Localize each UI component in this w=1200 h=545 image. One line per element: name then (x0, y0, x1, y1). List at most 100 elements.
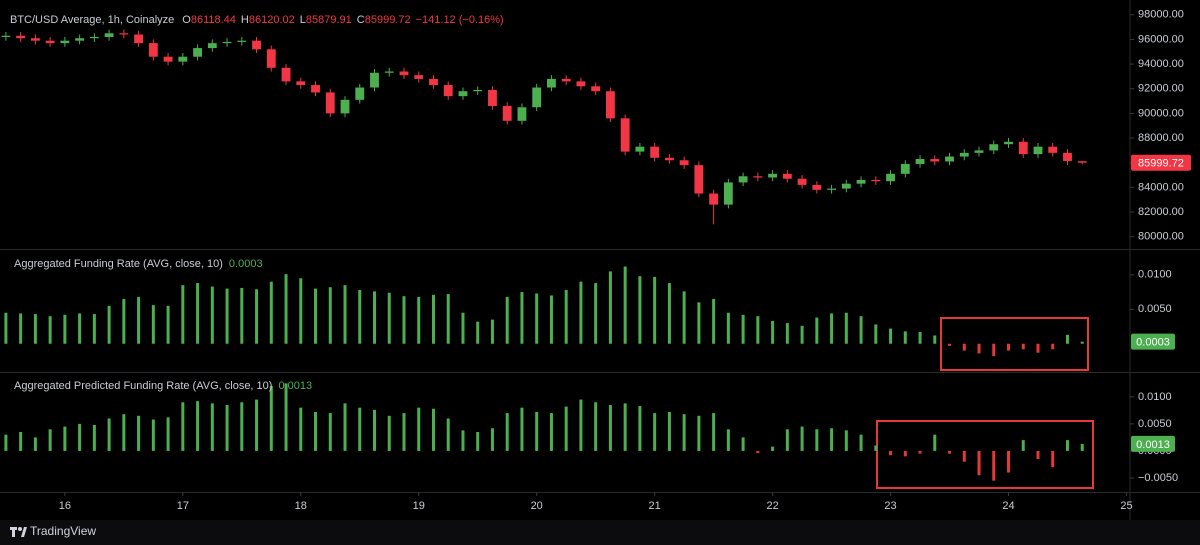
funding-bar (373, 291, 377, 344)
candle-body (547, 78, 556, 88)
funding-bar (830, 313, 834, 344)
last-value-box (1131, 333, 1175, 350)
candle-body (222, 41, 232, 44)
candle-body (311, 85, 320, 93)
funding-bar (417, 407, 421, 451)
candle-body (89, 36, 99, 39)
funding-bar (712, 298, 716, 344)
candle-body (635, 146, 645, 152)
candle-body (207, 43, 217, 49)
funding-bar (549, 413, 553, 451)
funding-bar (564, 289, 568, 344)
x-tick-label: 19 (413, 500, 425, 512)
funding-bar (564, 406, 568, 451)
funding-bar (402, 413, 406, 451)
legend-title: Aggregated Predicted Funding Rate (AVG, … (14, 380, 272, 392)
candle-body (178, 56, 188, 62)
candle-body (738, 176, 748, 183)
candle-body (252, 40, 261, 50)
funding-bar (284, 274, 288, 344)
funding-bar (903, 450, 907, 457)
funding-bar (608, 404, 612, 451)
candle-body (45, 40, 55, 44)
funding-bar (535, 412, 539, 451)
funding-bar (874, 324, 878, 344)
funding-bar (255, 289, 259, 344)
funding-bar (992, 450, 996, 481)
funding-bar (92, 424, 96, 451)
candle-body (561, 78, 571, 82)
candle-body (1018, 141, 1028, 155)
funding-bar (1007, 450, 1011, 473)
candle-body (281, 67, 291, 82)
ohlc-value: 85879.91 (306, 14, 352, 26)
funding-bar (889, 450, 893, 456)
funding-bar (461, 430, 465, 451)
candle-body (1004, 141, 1013, 145)
candle-body (768, 173, 778, 178)
candle-body (266, 49, 276, 68)
candle-body (1033, 146, 1043, 155)
funding-bar (697, 302, 701, 344)
funding-bar (992, 343, 996, 357)
candle-body (296, 81, 306, 86)
funding-bar (977, 343, 981, 354)
funding-bar (933, 335, 937, 344)
funding-bar (63, 314, 67, 344)
y-tick-label: 0.0050 (1138, 418, 1172, 430)
funding-bar (387, 415, 391, 451)
funding-bar (299, 407, 303, 451)
candle-body (620, 118, 630, 152)
funding-bar (741, 314, 745, 344)
ohlc-value: 85999.72 (365, 14, 411, 26)
funding-bar (122, 298, 126, 344)
funding-bar (373, 409, 377, 451)
funding-bar (181, 285, 185, 344)
candle-body (488, 89, 497, 107)
funding-bar (771, 320, 775, 344)
candle-body (502, 106, 512, 121)
funding-bar (446, 418, 450, 451)
candle-body (945, 156, 954, 162)
funding-bar (358, 289, 362, 344)
x-tick-label: 20 (531, 500, 543, 512)
candle-body (532, 87, 542, 108)
funding-bar (196, 401, 200, 451)
candle-body (605, 91, 615, 119)
funding-bar (1065, 440, 1069, 451)
footer-background (0, 520, 1200, 545)
ohlc-label: O (182, 14, 191, 26)
funding-bar (1065, 334, 1069, 344)
candle-body (694, 165, 704, 194)
candle-body (650, 146, 660, 158)
funding-bar (1036, 450, 1040, 460)
funding-bar (889, 328, 893, 344)
funding-bar (1007, 343, 1011, 351)
funding-bar (19, 432, 23, 451)
funding-bar (48, 429, 52, 451)
candle-body (959, 152, 969, 157)
funding-bar (756, 450, 760, 454)
funding-bar (461, 312, 465, 344)
y-tick-label: 94000.00 (1138, 58, 1184, 70)
funding-bar (166, 305, 170, 344)
funding-bar (490, 428, 494, 451)
funding-bar (1021, 440, 1025, 451)
candle-body (30, 38, 40, 41)
funding-bar (859, 316, 863, 344)
funding-bar (800, 426, 804, 451)
funding-bar (667, 412, 671, 451)
funding-bar (844, 312, 848, 344)
funding-bar (948, 343, 952, 346)
funding-bar (962, 343, 966, 351)
candle-body (1063, 152, 1072, 161)
legend-value: 0.0013 (278, 380, 312, 392)
funding-bar (1080, 341, 1084, 344)
candle-body (355, 87, 365, 100)
ohlc-label: L (300, 14, 306, 26)
candle-body (60, 40, 70, 44)
funding-bar (594, 402, 598, 451)
funding-bar (33, 314, 37, 344)
funding-bar (520, 292, 524, 344)
